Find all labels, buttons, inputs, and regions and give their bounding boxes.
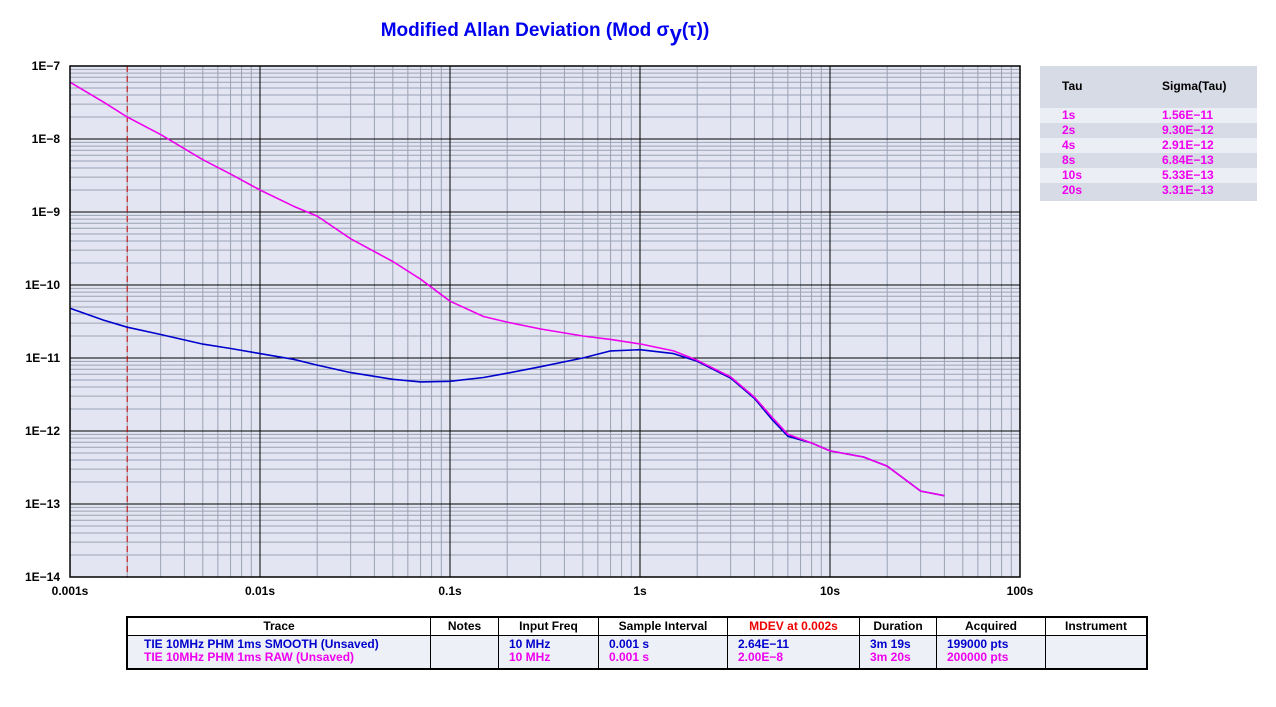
legend-col-instrument: Instrument [1046,618,1146,668]
notes-raw [431,651,498,666]
x-tick-label: 0.01s [245,584,275,598]
legend-col-acquired: Acquired 199000 pts 200000 pts [937,618,1046,668]
legend-header-notes: Notes [431,618,498,636]
legend-header-trace: Trace [128,618,430,636]
tau-table-header: Tau Sigma(Tau) [1040,66,1257,108]
chart-title-tail: (τ)) [681,20,710,41]
tau-value: 20s [1062,183,1083,197]
series-line-raw [69,81,945,497]
y-axis-labels: 1E−7 1E−8 1E−9 1E−10 1E−11 1E−12 1E−13 1E−14 [25,59,60,584]
sigma-header-label: Sigma(Tau) [1162,79,1227,93]
legend-col-duration: Duration 3m 19s 3m 20s [860,618,937,668]
x-tick-label: 100s [1007,584,1034,598]
mdev-raw: 2.00E−8 [738,650,784,664]
mdev-smooth: 2.64E−11 [738,637,790,651]
sigma-value: 9.30E−12 [1162,123,1214,137]
sigma-value: 6.84E−13 [1162,153,1214,167]
tau-value: 1s [1062,108,1076,122]
tau-row: 4s 2.91E−12 [1040,138,1257,153]
trace-name-raw[interactable]: TIE 10MHz PHM 1ms RAW (Unsaved) [144,650,355,664]
legend-col-mdev: MDEV at 0.002s 2.64E−11 2.00E−8 [728,618,860,668]
chart-title-subscript: y [669,21,682,46]
tau-header-label: Tau [1062,79,1083,93]
chart-title: Modified Allan Deviation (Mod σy(τ)) [300,16,790,46]
plot-area [70,66,1020,577]
x-tick-label: 10s [820,584,840,598]
tau-value: 4s [1062,138,1076,152]
legend-header-acquired: Acquired [937,618,1045,636]
tau-sigma-table: Tau Sigma(Tau) 1s 1.56E−11 2s 9.30E−12 4s 2… [1040,66,1257,201]
x-tick-label: 1s [633,584,647,598]
series-layer [69,81,945,497]
legend-header-input-freq: Input Freq [499,618,598,636]
sigma-value: 2.91E−12 [1162,138,1214,152]
x-axis-labels: 0.001s 0.01s 0.1s 1s 10s 100s [52,584,1034,598]
legend-col-notes: Notes [431,618,499,668]
trace-name-smooth[interactable]: TIE 10MHz PHM 1ms SMOOTH (Unsaved) [144,637,379,651]
tau-row: 20s 3.31E−13 [1040,183,1257,198]
y-tick-label: 1E−8 [32,132,61,146]
x-tick-label: 0.001s [52,584,89,598]
legend-header-instrument: Instrument [1046,618,1146,636]
y-tick-label: 1E−13 [25,497,60,511]
trace-legend-table: Trace TIE 10MHz PHM 1ms SMOOTH (Unsaved)… [126,616,1148,670]
acquired-raw: 200000 pts [947,650,1009,664]
legend-header-sample-interval: Sample Interval [599,618,727,636]
input-freq-smooth: 10 MHz [509,637,551,651]
legend-col-sample-interval: Sample Interval 0.001 s 0.001 s [599,618,728,668]
y-tick-label: 1E−12 [25,424,60,438]
chart-title-main: Modified Allan Deviation (Mod σ [380,20,670,41]
sigma-value: 5.33E−13 [1162,168,1214,182]
sigma-value: 3.31E−13 [1162,183,1214,197]
tau-value: 8s [1062,153,1076,167]
instrument-raw [1046,651,1146,666]
sample-interval-smooth: 0.001 s [609,637,650,651]
plot-frame [69,65,1021,578]
sample-interval-raw: 0.001 s [609,650,650,664]
legend-header-duration: Duration [860,618,936,636]
x-tick-label: 0.1s [438,584,462,598]
duration-raw: 3m 20s [870,650,911,664]
tau-value: 10s [1062,168,1083,182]
duration-smooth: 3m 19s [870,637,911,651]
tau-value: 2s [1062,123,1076,137]
input-freq-raw: 10 MHz [509,650,551,664]
y-tick-label: 1E−9 [32,205,61,219]
y-tick-label: 1E−14 [25,570,60,584]
y-tick-label: 1E−11 [26,351,61,365]
notes-smooth [431,636,498,651]
tau-row: 10s 5.33E−13 [1040,168,1257,183]
acquired-smooth: 199000 pts [947,637,1009,651]
legend-col-input-freq: Input Freq 10 MHz 10 MHz [499,618,599,668]
y-tick-label: 1E−10 [25,278,60,292]
mdev-chart: 0.001s 0.01s 0.1s 1s 10s 100s 1E−71E−81E−91E−… [25,59,1034,598]
tau-row: 2s 9.30E−12 [1040,123,1257,138]
grid-minor [70,66,1020,577]
y-tick-label: 1E−7 [32,59,61,73]
tau-row: 8s 6.84E−13 [1040,153,1257,168]
sigma-value: 1.56E−11 [1162,108,1214,122]
instrument-smooth [1046,636,1146,651]
tau-row: 1s 1.56E−11 [1040,108,1257,123]
legend-col-trace: Trace TIE 10MHz PHM 1ms SMOOTH (Unsaved)… [128,618,431,668]
legend-header-mdev: MDEV at 0.002s [728,618,859,636]
